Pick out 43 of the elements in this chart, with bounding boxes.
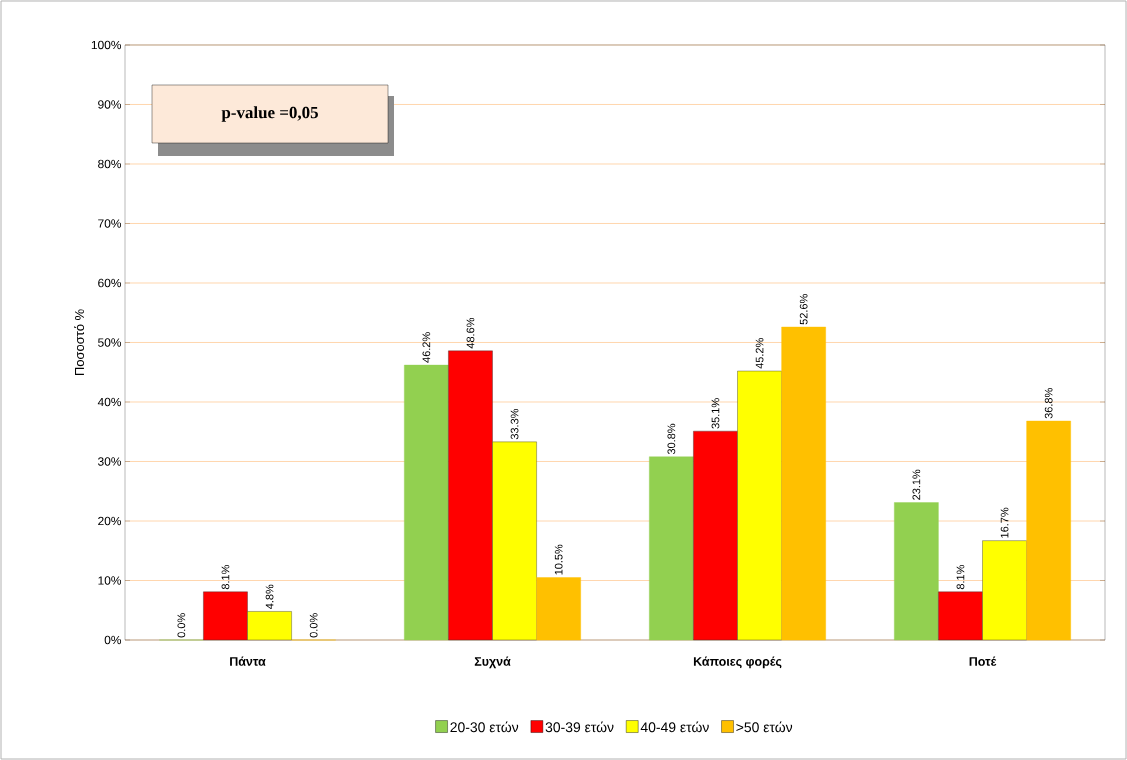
x-tick-label: Πάντα <box>230 656 266 666</box>
y-tick-label: 60% <box>98 278 122 288</box>
y-tick-label: 40% <box>97 397 122 407</box>
data-label: 23.1% <box>912 469 921 500</box>
y-tick-label: 90% <box>98 100 122 109</box>
annotation: p-value =0,05 <box>221 106 318 122</box>
data-label: 46.2% <box>422 332 431 363</box>
data-label: 48.6% <box>466 317 475 349</box>
legend-label: 30-39 ετών <box>545 721 614 733</box>
legend-label: 20-30 ετών <box>450 721 519 733</box>
data-label: 36.8% <box>1044 388 1053 419</box>
y-tick-label: 20% <box>98 516 122 526</box>
y-tick-label: 30% <box>98 457 122 466</box>
bar <box>781 326 826 641</box>
y-tick-label: 100% <box>91 40 122 50</box>
data-label: 0.0% <box>177 613 186 638</box>
x-tick-label: Κάποιες φορές <box>693 656 782 669</box>
data-label: 33.3% <box>510 408 519 440</box>
data-label: 30.8% <box>667 423 676 455</box>
y-tick-label: 0% <box>104 635 122 645</box>
data-label: 45.2% <box>755 338 764 369</box>
y-tick-label: 80% <box>98 159 122 169</box>
bar <box>1026 420 1071 641</box>
x-tick-label: Ποτέ <box>969 656 997 666</box>
y-axis-title: Ποσοστό % <box>74 309 85 376</box>
y-tick-label: 50% <box>98 338 122 347</box>
bar <box>404 364 449 641</box>
legend-label: 40-49 ετών <box>640 721 709 733</box>
data-label: 8.1% <box>956 565 965 590</box>
data-label: 8.1% <box>221 565 230 590</box>
data-label: 4.8% <box>265 584 274 609</box>
bar <box>536 577 581 641</box>
x-tick-label: Συχνά <box>474 656 511 669</box>
y-tick-label: 70% <box>98 219 122 228</box>
data-label: 52.6% <box>799 294 808 325</box>
data-label: 35.1% <box>711 398 720 429</box>
bar <box>894 502 939 641</box>
bar <box>649 456 694 641</box>
data-label: 16.7% <box>1000 507 1009 538</box>
y-tick-label: 10% <box>98 576 122 585</box>
legend-label: >50 ετών <box>736 721 793 733</box>
data-label: 0.0% <box>309 613 318 638</box>
data-label: 10.5% <box>554 544 563 575</box>
